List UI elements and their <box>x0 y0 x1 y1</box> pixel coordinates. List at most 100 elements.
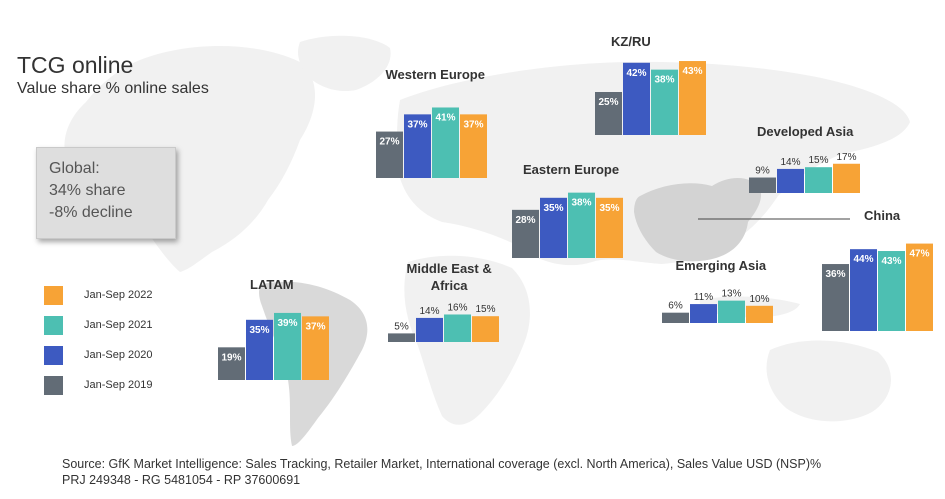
bar-latam-2020 <box>246 319 273 380</box>
data-label-emerging-asia-2022: 10% <box>749 294 769 305</box>
data-label-kz-ru-2019: 25% <box>598 97 618 108</box>
bar-eastern-europe-2021 <box>568 192 595 258</box>
legend-label-2019: Jan-Sep 2019 <box>84 379 153 391</box>
bar-emerging-asia-2019 <box>662 312 689 323</box>
map-china <box>634 177 762 262</box>
data-label-china-2022: 47% <box>909 249 929 260</box>
legend-swatch-2019 <box>44 376 63 395</box>
chart-developed-asia: 9% 14% 15% 17% <box>749 152 860 193</box>
data-label-developed-asia-2022: 17% <box>836 152 856 163</box>
bar-latam-2022 <box>302 316 329 380</box>
legend-label-2021: Jan-Sep 2021 <box>84 319 153 331</box>
data-label-western-europe-2020: 37% <box>407 119 427 130</box>
data-label-eastern-europe-2021: 38% <box>571 198 591 209</box>
chart-western-europe: 27% 37% 41% 37% <box>376 107 487 178</box>
bar-china-2020 <box>850 249 877 331</box>
data-label-developed-asia-2020: 14% <box>780 157 800 168</box>
chart-latam: 19% 35% 39% 37% <box>218 312 329 380</box>
bar-kz-ru-2022 <box>679 61 706 135</box>
legend-swatch-2020 <box>44 346 63 365</box>
region-title-eastern-europe: Eastern Europe <box>523 162 620 177</box>
chart-kz-ru: 25% 42% 38% 43% <box>595 61 706 136</box>
data-label-eastern-europe-2019: 28% <box>515 215 535 226</box>
data-label-kz-ru-2020: 42% <box>626 68 646 79</box>
bar-middle-east-africa-2020 <box>416 317 443 342</box>
data-label-western-europe-2019: 27% <box>379 137 399 148</box>
bar-developed-asia-2022 <box>833 163 860 193</box>
data-label-latam-2022: 37% <box>305 321 325 332</box>
data-label-middle-east-africa-2021: 16% <box>447 302 467 313</box>
data-label-developed-asia-2019: 9% <box>755 166 770 177</box>
bar-emerging-asia-2020 <box>690 304 717 323</box>
data-label-eastern-europe-2020: 35% <box>543 203 563 214</box>
bar-kz-ru-2021 <box>651 69 678 135</box>
bar-latam-2021 <box>274 312 301 380</box>
bar-kz-ru-2019 <box>595 92 622 135</box>
map-australia <box>766 340 891 422</box>
legend-label-2020: Jan-Sep 2020 <box>84 349 153 361</box>
page-title: TCG online <box>17 52 134 78</box>
data-label-middle-east-africa-2022: 15% <box>475 304 495 315</box>
chart-eastern-europe: 28% 35% 38% 35% <box>512 192 623 258</box>
bar-western-europe-2019 <box>376 131 403 178</box>
global-decline: -8% decline <box>49 204 133 221</box>
data-label-china-2021: 43% <box>881 256 901 267</box>
chart-emerging-asia: 6% 11% 13% 10% <box>662 289 773 323</box>
bar-developed-asia-2021 <box>805 167 832 193</box>
legend-swatch-2021 <box>44 316 63 335</box>
data-label-china-2020: 44% <box>853 254 873 265</box>
bar-eastern-europe-2022 <box>596 197 623 258</box>
data-label-kz-ru-2022: 43% <box>682 66 702 77</box>
source-line-1: Source: GfK Market Intelligence: Sales T… <box>62 457 822 471</box>
region-title-latam: LATAM <box>250 277 294 292</box>
regional-bar-charts: 27% 37% 41% 37% 25% 42% 38% 43% 9% 14% 15% 17% 28% 35… <box>218 61 933 380</box>
bar-middle-east-africa-2019 <box>388 333 415 342</box>
bar-china-2021 <box>878 251 905 331</box>
legend-swatch-2022 <box>44 286 63 305</box>
bar-developed-asia-2020 <box>777 168 804 193</box>
data-label-latam-2020: 35% <box>249 325 269 336</box>
data-label-latam-2019: 19% <box>221 352 241 363</box>
region-title-china: China <box>864 208 901 223</box>
bar-eastern-europe-2019 <box>512 209 539 258</box>
bar-western-europe-2022 <box>460 114 487 178</box>
bar-kz-ru-2020 <box>623 62 650 136</box>
data-label-emerging-asia-2020: 11% <box>694 292 713 303</box>
region-title-western-europe: Western Europe <box>385 67 485 82</box>
data-label-middle-east-africa-2020: 14% <box>419 306 439 317</box>
region-title-developed-asia: Developed Asia <box>757 124 854 139</box>
bar-middle-east-africa-2022 <box>472 316 499 342</box>
source-note: Source: GfK Market Intelligence: Sales T… <box>62 456 821 488</box>
chart-middle-east-africa: 5% 14% 16% 15% <box>388 302 499 342</box>
page-subtitle: Value share % online sales <box>17 80 209 97</box>
data-label-western-europe-2021: 41% <box>435 112 455 123</box>
bar-emerging-asia-2021 <box>718 300 745 323</box>
bar-china-2019 <box>822 264 849 331</box>
bar-eastern-europe-2020 <box>540 197 567 258</box>
data-label-middle-east-africa-2019: 5% <box>394 321 409 332</box>
source-line-2: PRJ 249348 - RG 5481054 - RP 37600691 <box>62 473 301 487</box>
region-title-middle-east-africa: Middle East & Africa <box>406 261 492 293</box>
global-share: 34% share <box>49 182 126 199</box>
bar-middle-east-africa-2021 <box>444 314 471 342</box>
legend-label-2022: Jan-Sep 2022 <box>84 289 153 301</box>
data-label-eastern-europe-2022: 35% <box>599 203 619 214</box>
bar-china-2022 <box>906 243 933 331</box>
data-label-china-2019: 36% <box>825 269 845 280</box>
data-label-emerging-asia-2021: 13% <box>721 289 741 300</box>
data-label-kz-ru-2021: 38% <box>654 75 674 86</box>
bar-latam-2019 <box>218 347 245 380</box>
bar-developed-asia-2019 <box>749 177 776 193</box>
region-title-emerging-asia: Emerging Asia <box>675 258 767 273</box>
chart-china: 36% 44% 43% 47% <box>822 243 933 331</box>
data-label-latam-2021: 39% <box>277 318 297 329</box>
bar-western-europe-2020 <box>404 114 431 178</box>
data-label-western-europe-2022: 37% <box>463 119 483 130</box>
data-label-developed-asia-2021: 15% <box>808 155 828 166</box>
region-title-kz-ru: KZ/RU <box>611 34 651 49</box>
map-greenland <box>298 35 391 92</box>
global-label: Global: <box>49 160 100 177</box>
bar-emerging-asia-2022 <box>746 305 773 323</box>
